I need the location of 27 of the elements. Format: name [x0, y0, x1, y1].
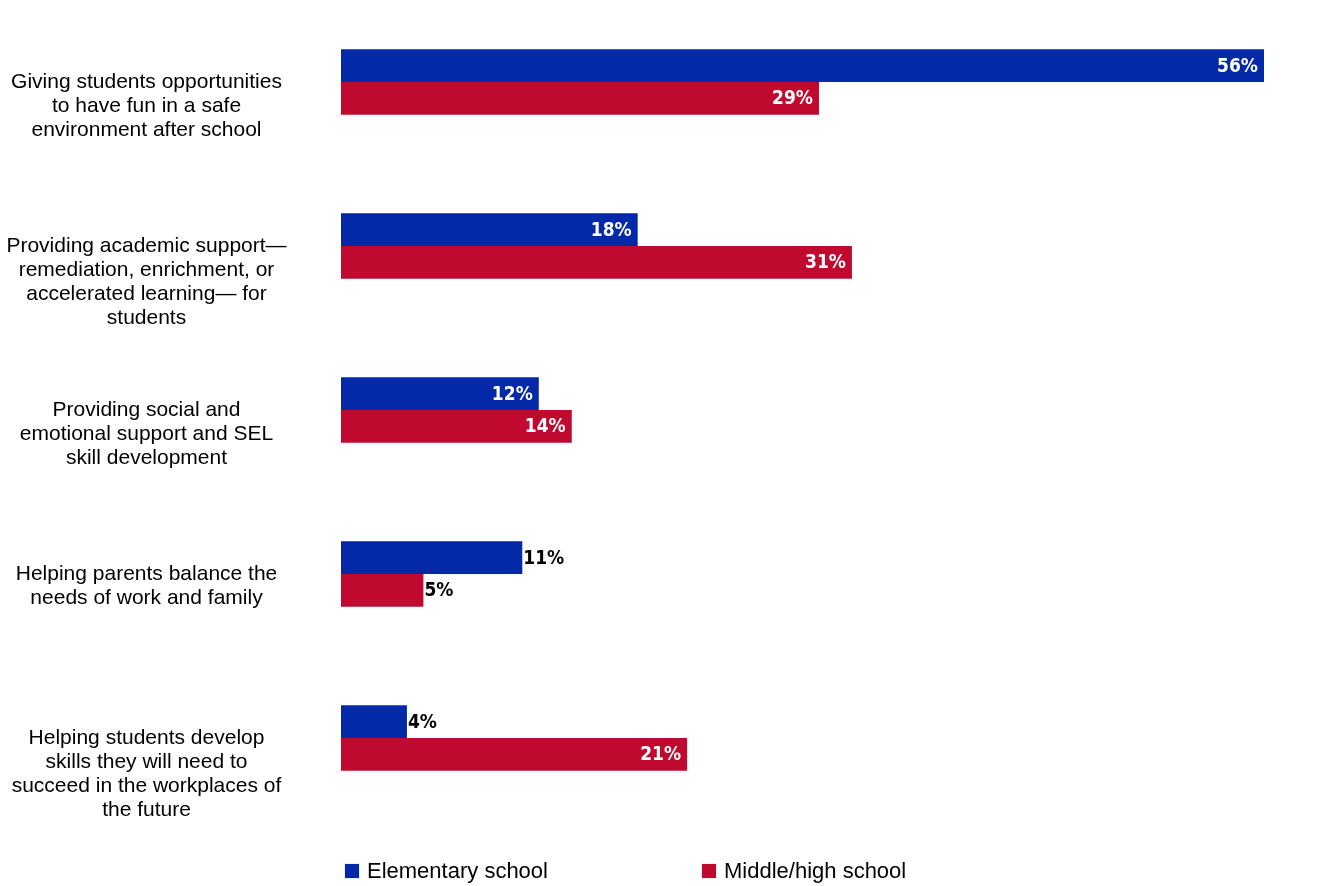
y-tick-label: Providing academic support— remediation, enrichment, or accelerated learning— for students [6, 233, 287, 328]
bar [341, 82, 819, 115]
bar [341, 246, 852, 279]
data-label: 5% [424, 578, 454, 601]
data-label: 56% [1217, 53, 1258, 76]
data-label: 12% [491, 381, 533, 404]
data-label: 31% [805, 250, 846, 273]
data-label: 29% [772, 86, 813, 109]
data-label: 14% [524, 414, 566, 437]
data-label: 21% [640, 742, 682, 765]
data-label: 11% [523, 545, 565, 568]
bar [341, 574, 424, 607]
data-label: 4% [407, 709, 437, 732]
data-label: 18% [590, 217, 632, 240]
legend-label: Middle/high school [724, 858, 907, 883]
y-tick-label: Helping parents balance the needs of work and family [15, 561, 278, 608]
bar [341, 410, 572, 443]
bar [341, 213, 638, 246]
bar [341, 738, 688, 771]
bar [341, 541, 523, 574]
y-tick-label: Providing social and emotional support and SEL skill development [19, 397, 274, 468]
bar [341, 49, 1264, 82]
legend-label: Elementary school [367, 858, 548, 883]
y-tick-label: Helping students develop skills they will need to succeed in the workplaces of the future [11, 725, 282, 820]
bar [341, 377, 539, 410]
bar [341, 705, 407, 738]
y-tick-label: Giving students opportunities to have fun in a safe environment after school [11, 69, 282, 140]
